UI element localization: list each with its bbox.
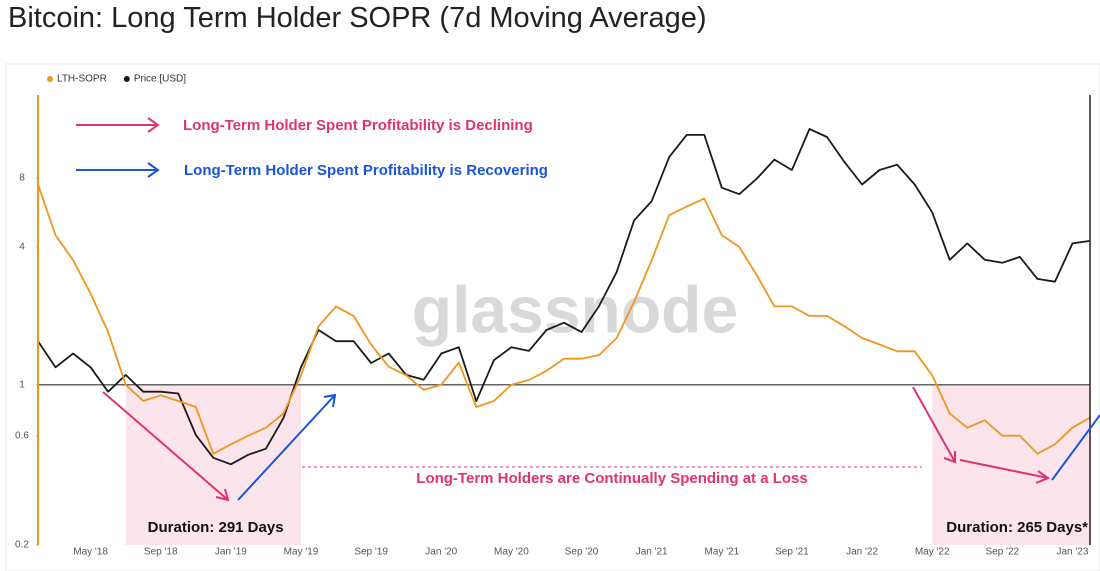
x-tick-label: Sep '22 — [986, 547, 1020, 558]
arrow — [912, 386, 956, 464]
plot-layer — [37, 128, 1091, 466]
x-tick-label: May '22 — [915, 547, 950, 558]
x-tick-label: Jan '21 — [636, 547, 668, 558]
series-line — [37, 184, 1091, 455]
chart-title: Bitcoin: Long Term Holder SOPR (7d Movin… — [8, 2, 707, 34]
arrow — [76, 162, 160, 178]
x-tick-label: Jan '19 — [215, 547, 247, 558]
x-tick-label: May '21 — [704, 547, 739, 558]
y-tick-label: 4 — [19, 242, 25, 253]
x-tick-label: Sep '21 — [775, 547, 809, 558]
y-tick-label: 0.2 — [15, 540, 29, 551]
series-line — [37, 128, 1091, 466]
legend-marker — [47, 76, 53, 82]
x-tick-label: May '18 — [73, 547, 108, 558]
chart: glassnode Long-Term Holder Spent Profita… — [5, 63, 1100, 571]
x-tick-label: Jan '23 — [1056, 547, 1088, 558]
annotation: Long-Term Holders are Continually Spendi… — [416, 470, 807, 487]
x-tick-label: Sep '19 — [354, 547, 388, 558]
arrow — [76, 117, 160, 133]
arrows — [76, 117, 1100, 502]
x-tick-label: Sep '18 — [144, 547, 178, 558]
watermark: glassnode — [412, 272, 738, 346]
x-tick-label: Sep '20 — [565, 547, 599, 558]
duration-label: Duration: 291 Days — [148, 519, 284, 536]
arrow — [102, 391, 230, 502]
shaded-layer — [125, 384, 1090, 545]
duration-label: Duration: 265 Days* — [946, 519, 1088, 536]
annotation: Long-Term Holder Spent Profitability is … — [184, 162, 548, 179]
x-tick-label: May '19 — [284, 547, 319, 558]
y-tick-label: 0.6 — [15, 430, 29, 441]
x-tick-label: Jan '20 — [425, 547, 457, 558]
y-tick-label: 1 — [19, 379, 25, 390]
shaded-range — [125, 384, 302, 545]
arrow — [1051, 414, 1100, 481]
legend-label: Price [USD] — [134, 74, 186, 85]
x-tick-label: Jan '22 — [846, 547, 878, 558]
legend-marker — [123, 76, 130, 82]
y-tick-label: 8 — [19, 173, 25, 184]
arrow — [959, 459, 1051, 484]
arrow — [237, 393, 337, 501]
legend-label: LTH-SOPR — [57, 74, 107, 85]
annotation: Long-Term Holder Spent Profitability is … — [183, 117, 533, 134]
x-tick-label: May '20 — [494, 547, 529, 558]
